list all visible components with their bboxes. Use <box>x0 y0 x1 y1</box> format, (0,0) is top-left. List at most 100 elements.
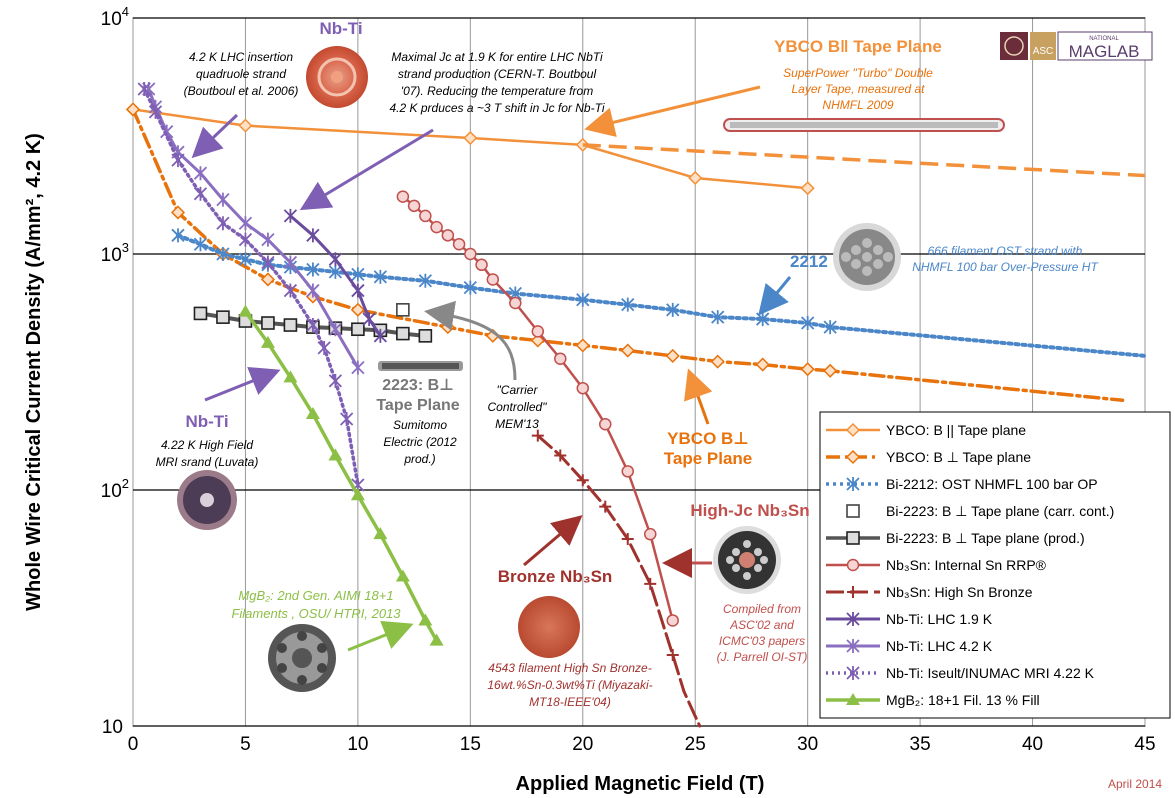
legend-item-0: YBCO: B || Tape plane <box>826 422 1026 438</box>
series-5-point-5 <box>452 237 466 251</box>
x-tick-label-0: 0 <box>128 734 139 755</box>
ann-2212-note-2: NHMFL 100 bar Over-Pressure HT <box>912 260 1099 274</box>
series-1-point-12 <box>710 354 725 369</box>
series-8-point-8 <box>283 255 298 270</box>
legend-swatch-marker-5 <box>846 558 860 572</box>
x-tick-label-2: 10 <box>347 734 368 755</box>
series-7-point-1 <box>306 228 320 243</box>
legend-swatch-marker-9 <box>846 666 860 680</box>
legend-swatch-marker-6 <box>847 586 859 598</box>
ann-highjc-title: High-Jc Nb₃Sn <box>690 501 809 520</box>
svg-text:ASC: ASC <box>1033 46 1054 57</box>
series-5-point-14 <box>621 465 635 478</box>
series-4-point-1 <box>216 310 230 324</box>
series-1-point-5 <box>350 302 365 317</box>
series-6-point-1 <box>554 449 567 462</box>
series-9-point-7 <box>283 283 298 298</box>
series-10-point-3 <box>305 406 320 419</box>
series-1-point-8 <box>530 333 545 348</box>
legend-item-3: Bi-2223: B ⊥ Tape plane (carr. cont.) <box>846 503 1114 519</box>
arrow-ybco-par <box>584 85 761 137</box>
arrow-max-jc <box>299 128 434 211</box>
legend-label-7: Nb-Ti: LHC 1.9 K <box>886 611 993 627</box>
arrow-2212 <box>758 276 792 316</box>
arrow-bronze <box>523 515 583 567</box>
series-10-point-1 <box>260 335 275 348</box>
legend-item-2: Bi-2212: OST NHMFL 100 bar OP <box>826 476 1098 492</box>
series-2-point-9 <box>373 269 388 284</box>
legend-label-3: Bi-2223: B ⊥ Tape plane (carr. cont.) <box>886 503 1114 519</box>
ann-nbti-mri-title: Nb-Ti <box>185 412 228 431</box>
legend-label-8: Nb-Ti: LHC 4.2 K <box>886 638 993 654</box>
series-2-point-6 <box>306 262 320 277</box>
series-4-point-7 <box>351 322 365 337</box>
series-5-point-7 <box>475 258 488 272</box>
arrow-carrier <box>424 300 517 381</box>
ybco-par-extension <box>582 143 1146 178</box>
ann-carrier-1: "Carrier <box>497 383 539 397</box>
x-tick-label-8: 40 <box>1022 734 1043 755</box>
series-5-point-3 <box>430 220 443 234</box>
series-line-10 <box>243 309 439 643</box>
series-10-point-0 <box>238 304 253 317</box>
y-tick-label-1: 102 <box>101 476 129 502</box>
series-7 <box>283 208 388 343</box>
arrow-mgb2 <box>347 620 414 652</box>
series-9-point-11 <box>340 411 354 426</box>
series-8-point-5 <box>216 192 230 207</box>
legend-swatch-marker-7 <box>846 612 860 626</box>
legend-label-1: YBCO: B ⊥ Tape plane <box>886 449 1031 465</box>
ann-compiled-2: ASC'02 and <box>729 618 794 632</box>
ann-compiled-1: Compiled from <box>723 602 801 616</box>
series-7-point-5 <box>373 328 388 343</box>
series-9-point-5 <box>238 232 253 247</box>
ann-2212-note-1: 666 filament OST strand with <box>928 244 1083 258</box>
series-3-point-0 <box>396 303 410 317</box>
series-8-point-7 <box>261 232 275 247</box>
bronze-nb3sn-wire-picture <box>518 596 580 658</box>
annotation-arrows <box>191 85 792 652</box>
legend-item-9: Nb-Ti: Iseult/INUMAC MRI 4.22 K <box>826 665 1095 681</box>
series-5-point-6 <box>464 247 477 261</box>
series-10-point-8 <box>418 613 433 626</box>
series-6-point-6 <box>666 648 679 661</box>
legend-swatch-marker-8 <box>846 639 860 653</box>
series-4-point-4 <box>283 318 298 332</box>
ann-ybco-perp-2: Tape Plane <box>664 449 753 468</box>
legend: YBCO: B || Tape plane YBCO: B ⊥ Tape plan… <box>819 411 1171 719</box>
legend-item-8: Nb-Ti: LHC 4.2 K <box>826 638 993 654</box>
series-9-point-6 <box>261 255 275 270</box>
series-2-point-1 <box>193 237 208 252</box>
y-axis-ticks: 10 102 103 104 <box>101 4 129 738</box>
series-10-point-7 <box>395 569 410 582</box>
ann-nbti-mri-1: 4.22 K High Field <box>161 438 253 452</box>
series-6-point-4 <box>621 532 634 545</box>
ann-2212-label: 2212 <box>790 252 828 271</box>
series-5-point-0 <box>396 190 410 203</box>
ann-max-jc-2: strand production (CERN-T. Boutboul <box>398 67 597 81</box>
legend-swatch-marker-1 <box>845 449 861 465</box>
bi2212-wire-picture <box>833 223 901 291</box>
series-8-point-6 <box>238 216 253 231</box>
x-axis-title: Applied Magnetic Field (T) <box>516 773 765 795</box>
ann-lhc-note-3: (Boutboul et al. 2006) <box>184 84 299 98</box>
series-10-point-5 <box>350 488 365 501</box>
series-1-point-10 <box>620 343 635 358</box>
series-9-point-3 <box>193 186 208 201</box>
ann-bronze-3: MT18-IEEE'04) <box>529 695 611 709</box>
maglab-logo: ASC NATIONAL MAGLAB <box>1000 31 1153 61</box>
date-note: April 2014 <box>1108 777 1162 791</box>
ybco-tape-picture <box>723 118 1005 132</box>
series-2-point-10 <box>418 273 432 288</box>
ann-carrier-2: Controlled" <box>488 400 548 414</box>
series-2-point-2 <box>216 247 230 261</box>
series-5-point-1 <box>407 199 421 213</box>
series-2-point-7 <box>328 264 343 279</box>
svg-text:NATIONAL: NATIONAL <box>1089 36 1119 42</box>
series-2-point-3 <box>238 252 253 267</box>
x-tick-label-4: 20 <box>572 734 593 755</box>
ann-2223-label-2: Tape Plane <box>376 397 459 414</box>
legend-item-1: YBCO: B ⊥ Tape plane <box>826 449 1031 465</box>
nbti-lhc-wire-picture <box>306 46 368 108</box>
